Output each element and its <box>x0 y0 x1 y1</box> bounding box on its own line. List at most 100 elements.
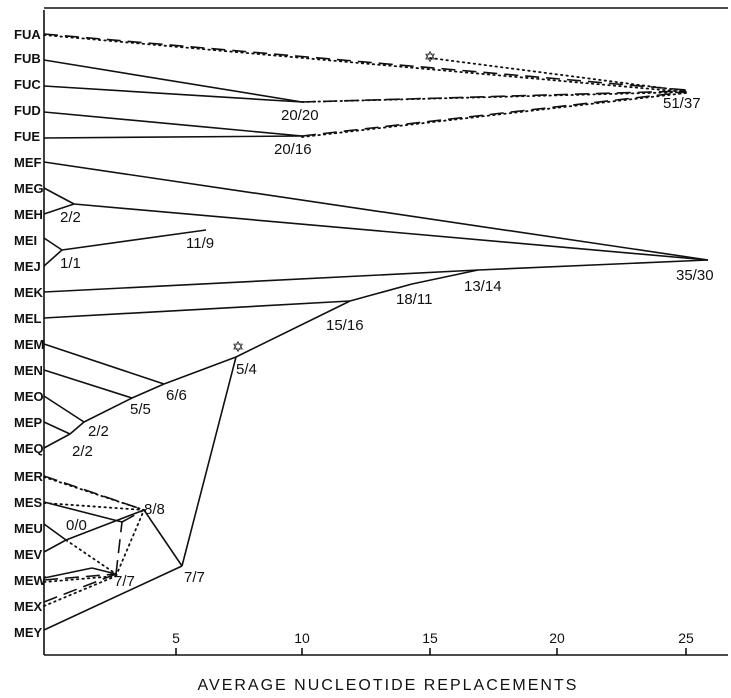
taxon-label-fuc: FUC <box>14 77 41 92</box>
node-label-55: 5/5 <box>130 401 151 418</box>
node-label-54: 5/4 <box>236 361 257 378</box>
node-label-66: 6/6 <box>166 387 187 404</box>
tick-label-15: 15 <box>422 630 438 646</box>
branch-mex-dashed <box>43 573 117 603</box>
branch-mew-dotted <box>43 575 117 583</box>
branch-55-to-66 <box>131 383 165 399</box>
star-marker-fu: ✡ <box>424 49 437 66</box>
taxon-label-mek: MEK <box>14 285 44 300</box>
taxon-label-mev: MEV <box>14 547 43 562</box>
branch-mev <box>43 539 67 553</box>
node-label-22-mep: 2/2 <box>88 423 109 440</box>
branch-mer-dotted <box>43 476 145 511</box>
taxon-label-mes: MES <box>14 495 43 510</box>
tick-label-20: 20 <box>549 630 565 646</box>
branch-fua-dotted <box>43 34 687 93</box>
branch-mes-dotted <box>43 502 145 511</box>
node-label-22-meq: 2/2 <box>72 443 93 460</box>
me-upper-clade-branches <box>43 161 709 319</box>
branch-1516-to-1811 <box>349 283 413 302</box>
branch-88-to-77outer <box>143 509 183 567</box>
branch-mej <box>43 249 63 267</box>
taxon-label-meo: MEO <box>14 389 44 404</box>
branch-meu <box>43 523 67 541</box>
taxon-label-mei: MEI <box>14 233 37 248</box>
taxon-label-mej: MEJ <box>14 259 41 274</box>
taxon-label-fud: FUD <box>14 103 41 118</box>
taxon-labels: FUA FUB FUC FUD FUE MEF MEG MEH MEI MEJ … <box>14 27 47 640</box>
branch-66-to-54 <box>163 356 237 385</box>
branch-1314-to-3530 <box>477 259 709 271</box>
branch-mef <box>43 161 709 261</box>
node-label-5137: 51/37 <box>663 95 701 112</box>
node-label-3530: 35/30 <box>676 267 714 284</box>
node-label-1811: 18/11 <box>396 291 432 308</box>
taxon-label-mem: MEM <box>14 337 44 352</box>
me-lower-clade-branches <box>43 356 237 631</box>
branch-77inner-up-dotted <box>115 509 145 577</box>
branch-77inner-up-dashed <box>115 521 123 575</box>
branch-2016-to-5137-dashed <box>301 91 687 137</box>
node-label-2016: 20/16 <box>274 141 312 158</box>
taxon-label-mey: MEY <box>14 625 43 640</box>
tick-label-5: 5 <box>172 630 180 646</box>
node-label-00: 0/0 <box>66 517 87 534</box>
branch-fua-dashed <box>43 33 687 91</box>
taxon-label-meh: MEH <box>14 207 43 222</box>
taxon-label-mer: MER <box>14 469 44 484</box>
branch-fue <box>43 135 303 139</box>
node-label-1314: 13/14 <box>464 278 502 295</box>
branch-22a-to-55 <box>83 397 133 423</box>
branch-mew-ext <box>91 567 117 575</box>
x-axis-tick-labels: 5 10 15 20 25 <box>172 630 694 646</box>
branch-00-to-77inner-dotted <box>65 539 117 575</box>
branch-men <box>43 369 133 399</box>
branch-meh <box>43 203 75 215</box>
branch-2020-to-5137-dashed <box>301 90 687 103</box>
branch-1811-to-1314 <box>411 269 479 285</box>
taxon-label-meq: MEQ <box>14 441 44 456</box>
branch-mek <box>43 269 479 293</box>
fu-clade-branches <box>43 33 687 139</box>
node-label-119: 11/9 <box>186 235 214 252</box>
node-label-77-outer: 7/7 <box>184 569 205 586</box>
x-axis-ticks <box>175 648 687 655</box>
branch-mew-dashed <box>43 573 117 581</box>
taxon-label-meu: MEU <box>14 521 43 536</box>
taxon-label-mew: MEW <box>14 573 47 588</box>
node-label-88: 8/8 <box>144 501 165 518</box>
x-axis-title: AVERAGE NUCLEOTIDE REPLACEMENTS <box>198 677 579 694</box>
taxon-label-fue: FUE <box>14 129 40 144</box>
taxon-label-mef: MEF <box>14 155 42 170</box>
branch-mem <box>43 343 165 385</box>
taxon-label-fua: FUA <box>14 27 41 42</box>
node-label-77-inner: 7/7 <box>114 573 135 590</box>
taxon-label-fub: FUB <box>14 51 41 66</box>
branch-54-to-1516 <box>235 300 351 358</box>
branch-meo <box>43 395 85 423</box>
branch-mew <box>43 567 93 579</box>
taxon-label-mep: MEP <box>14 415 43 430</box>
taxon-label-men: MEN <box>14 363 43 378</box>
branch-fub <box>43 59 303 103</box>
node-label-11: 1/1 <box>60 255 81 272</box>
branch-mel <box>43 300 351 319</box>
tick-label-25: 25 <box>678 630 694 646</box>
taxon-label-mel: MEL <box>14 311 42 326</box>
branch-2016-to-5137-dotted <box>301 92 687 138</box>
branch-mes <box>43 501 123 523</box>
branch-fud <box>43 111 303 137</box>
branch-star-spur-dotted <box>429 57 687 92</box>
branch-00-to-88 <box>65 509 145 541</box>
branch-22-to-3530 <box>73 203 709 261</box>
tick-label-10: 10 <box>294 630 310 646</box>
branch-fuc <box>43 85 303 103</box>
taxon-label-meg: MEG <box>14 181 44 196</box>
me-middle-clade-branches <box>43 300 351 449</box>
branch-mex-dotted <box>43 575 117 607</box>
branch-11-to-119 <box>61 229 207 251</box>
branch-mei <box>43 237 63 251</box>
branch-77outer-to-54 <box>181 356 237 567</box>
